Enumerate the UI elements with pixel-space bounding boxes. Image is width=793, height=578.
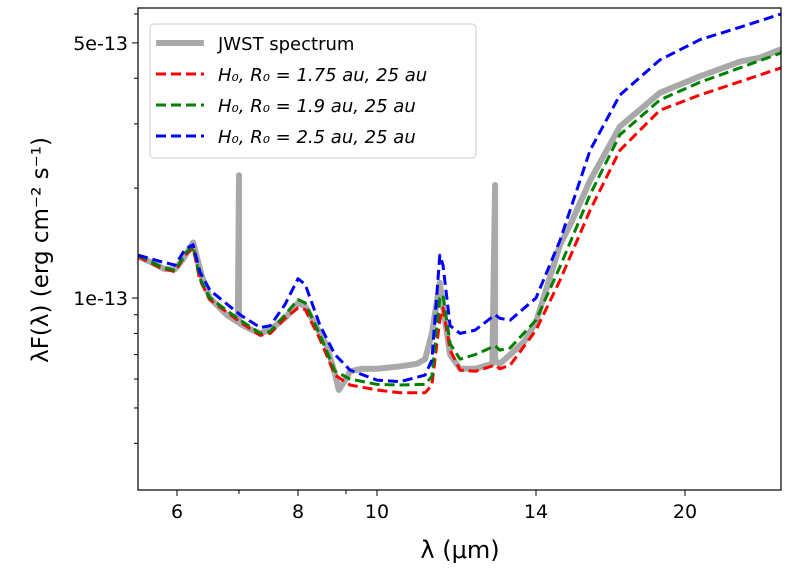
x-tick-label: 14 — [524, 501, 548, 523]
y-axis-label: λF(λ) (erg cm⁻² s⁻¹) — [28, 137, 54, 363]
y-tick-label: 5e-13 — [73, 33, 128, 55]
x-tick-label: 6 — [171, 501, 183, 523]
x-tick-label: 10 — [365, 501, 389, 523]
series-line-1 — [137, 66, 782, 395]
x-axis-label: λ (μm) — [420, 536, 499, 564]
y-tick-label: 1e-13 — [73, 288, 128, 310]
legend-label-0: JWST spectrum — [217, 34, 354, 55]
legend-label-2: H₀, R₀ = 1.9 au, 25 au — [218, 96, 416, 117]
series-line-3 — [137, 12, 782, 384]
series-line-0 — [136, 46, 783, 393]
ticks-group: 6 8 10 14 20 1e-13 5e-13 — [73, 13, 697, 523]
legend-label-3: H₀, R₀ = 2.5 au, 25 au — [218, 127, 416, 148]
plot-frame — [137, 7, 782, 491]
legend: JWST spectrum H₀, R₀ = 1.75 au, 25 au H₀, … — [149, 23, 477, 159]
x-tick-label: 8 — [292, 501, 304, 523]
series-line-2 — [137, 51, 782, 387]
legend-label-1: H₀, R₀ = 1.75 au, 25 au — [218, 65, 427, 86]
legend-box — [149, 23, 477, 159]
x-tick-label: 20 — [673, 501, 697, 523]
series-group — [136, 12, 783, 395]
